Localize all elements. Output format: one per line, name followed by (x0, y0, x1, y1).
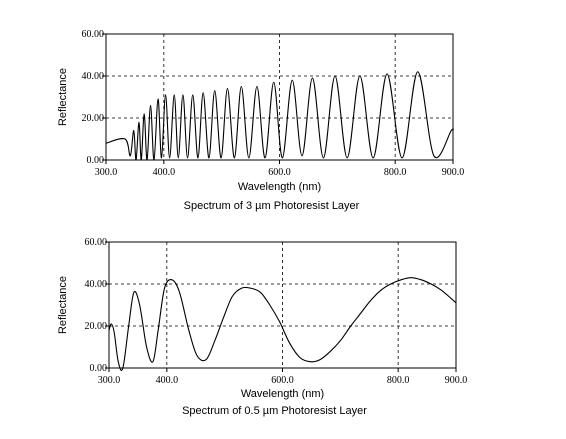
x-tick-label: 400.0 (156, 375, 179, 386)
y-tick-label: 20.00 (85, 321, 108, 332)
x-tick-label: 300.0 (95, 167, 118, 178)
spectrum-line-1 (105, 71, 454, 161)
x-tick-label: 600.0 (271, 375, 294, 386)
chart-caption: Spectrum of 3 µm Photoresist Layer (184, 200, 360, 212)
chart-caption: Spectrum of 0.5 µm Photoresist Layer (182, 405, 367, 417)
y-tick-label: 40.00 (82, 71, 105, 82)
y-tick-label: 0.00 (87, 155, 105, 166)
y-axis-label: Reflectance (57, 68, 69, 126)
y-axis-label: Reflectance (57, 276, 69, 334)
y-tick-label: 20.00 (82, 113, 105, 124)
spectrum-line-1 (108, 277, 457, 371)
chart-1: 0.00 20.00 40.00 60.00 300.0 400.0 600.0 800.0 9… (57, 29, 464, 212)
x-tick-label: 600.0 (268, 167, 291, 178)
x-tick-label: 400.0 (153, 167, 176, 178)
x-axis-label: Wavelength (nm) (241, 388, 324, 400)
x-tick-label: 300.0 (98, 375, 121, 386)
x-axis-label: Wavelength (nm) (238, 181, 321, 193)
y-tick-label: 40.00 (85, 279, 108, 290)
x-tick-label: 900.0 (442, 167, 465, 178)
y-tick-label: 0.00 (90, 363, 108, 374)
y-tick-label: 60.00 (85, 237, 108, 248)
chart-2: 0.00 20.00 40.00 60.00 300.0 400.0 600.0 800.0 9… (57, 237, 467, 417)
x-tick-label: 900.0 (445, 375, 468, 386)
y-tick-label: 60.00 (82, 29, 105, 40)
x-tick-label: 800.0 (384, 167, 407, 178)
x-tick-label: 800.0 (387, 375, 410, 386)
